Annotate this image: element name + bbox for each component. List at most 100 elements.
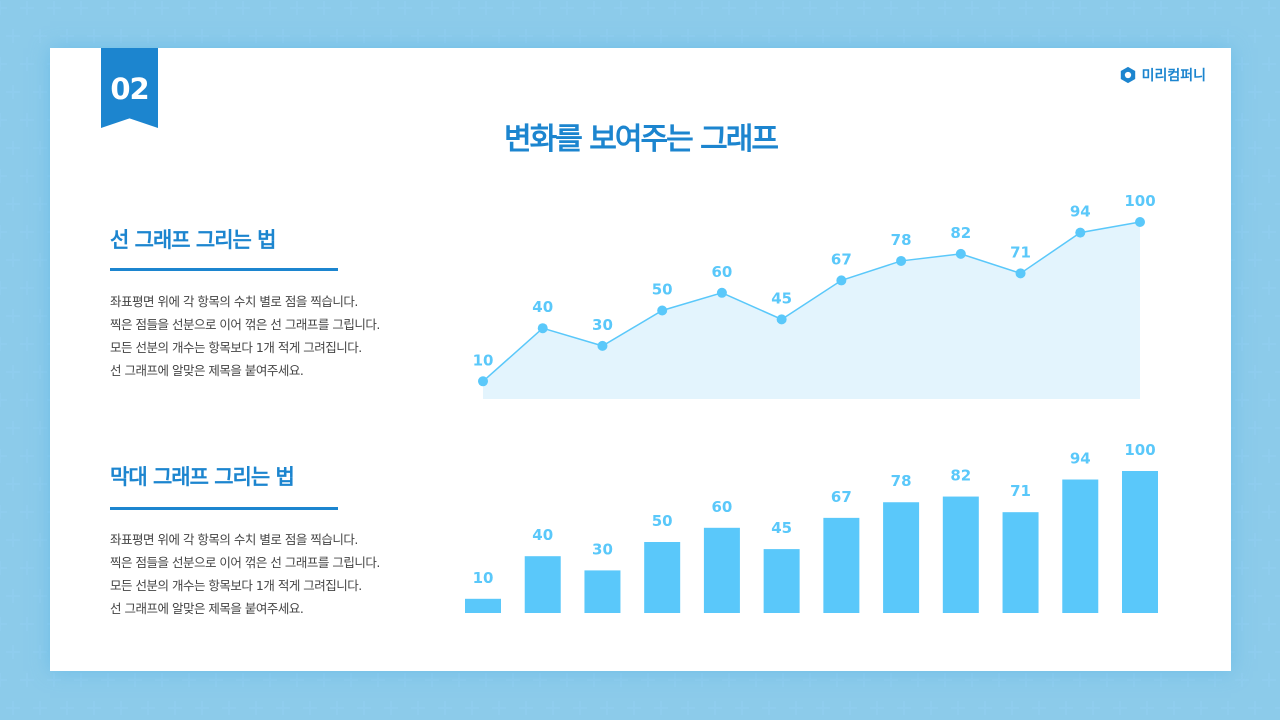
plus-pattern-icon xyxy=(6,141,20,155)
plus-pattern-icon xyxy=(6,589,20,603)
plus-pattern-icon xyxy=(209,1,223,15)
plus-pattern-icon xyxy=(803,673,817,687)
hexagon-logo-icon xyxy=(1120,66,1135,84)
plus-pattern-icon xyxy=(0,281,7,295)
plus-pattern-icon xyxy=(6,85,20,99)
plus-pattern-icon xyxy=(1262,449,1276,463)
plus-pattern-icon xyxy=(263,1,277,15)
plus-pattern-icon xyxy=(1275,427,1280,429)
plus-pattern-icon xyxy=(20,169,34,183)
line-point xyxy=(478,376,488,387)
plus-pattern-icon xyxy=(47,1,61,15)
plus-pattern-icon xyxy=(546,29,560,43)
plus-pattern-icon xyxy=(506,1,520,15)
plus-pattern-icon xyxy=(1262,281,1276,295)
plus-pattern-icon xyxy=(1100,673,1114,687)
plus-pattern-icon xyxy=(6,29,20,43)
plus-pattern-icon xyxy=(1262,1,1276,15)
plus-pattern-icon xyxy=(803,1,817,15)
plus-pattern-icon xyxy=(398,1,412,15)
plus-pattern-icon xyxy=(1248,85,1262,99)
plus-pattern-icon xyxy=(0,113,7,127)
plus-pattern-icon xyxy=(33,309,47,323)
plus-pattern-icon xyxy=(1235,169,1249,183)
plus-pattern-icon xyxy=(776,1,790,15)
plus-pattern-icon xyxy=(276,701,290,715)
plus-pattern-icon xyxy=(749,673,763,687)
bar-data-label: 60 xyxy=(711,498,732,516)
plus-pattern-icon xyxy=(114,29,128,43)
line-data-label: 78 xyxy=(891,231,912,249)
plus-pattern-icon xyxy=(465,701,479,715)
plus-pattern-icon xyxy=(1275,371,1280,373)
plus-pattern-icon xyxy=(1248,197,1262,211)
plus-pattern-icon xyxy=(249,701,263,715)
plus-pattern-icon xyxy=(33,477,47,491)
plus-pattern-icon xyxy=(884,673,898,687)
plus-pattern-icon xyxy=(6,533,20,547)
plus-pattern-icon xyxy=(1194,701,1208,715)
line-section-description: 좌표평면 위에 각 항목의 수치 별로 점을 찍습니다. 찍은 점들을 선분으로… xyxy=(110,290,380,382)
plus-pattern-icon xyxy=(1046,673,1060,687)
plus-pattern-icon xyxy=(924,29,938,43)
plus-pattern-icon xyxy=(60,29,74,43)
plus-pattern-icon xyxy=(1275,651,1280,653)
bar xyxy=(1062,479,1099,613)
plus-pattern-icon xyxy=(965,673,979,687)
plus-pattern-icon xyxy=(1221,701,1235,715)
bar-data-label: 78 xyxy=(891,472,912,490)
plus-pattern-icon xyxy=(236,673,250,687)
line-point xyxy=(716,287,727,298)
plus-pattern-icon xyxy=(965,1,979,15)
plus-pattern-icon xyxy=(222,29,236,43)
bar xyxy=(465,598,501,613)
plus-pattern-icon xyxy=(789,29,803,43)
plus-pattern-icon xyxy=(47,673,61,687)
desc-line: 좌표평면 위에 각 항목의 수치 별로 점을 찍습니다. xyxy=(110,532,358,547)
plus-pattern-icon xyxy=(425,673,439,687)
plus-pattern-icon xyxy=(1235,617,1249,631)
plus-pattern-icon xyxy=(911,1,925,15)
plus-pattern-icon xyxy=(452,673,466,687)
plus-pattern-icon xyxy=(560,1,574,15)
plus-pattern-icon xyxy=(1248,141,1262,155)
plus-pattern-icon xyxy=(6,197,20,211)
plus-pattern-icon xyxy=(1262,57,1276,71)
plus-pattern-icon xyxy=(1262,673,1276,687)
plus-pattern-icon xyxy=(411,29,425,43)
plus-pattern-icon xyxy=(776,673,790,687)
plus-pattern-icon xyxy=(1262,561,1276,575)
plus-pattern-icon xyxy=(1248,253,1262,267)
line-point xyxy=(597,340,608,351)
plus-pattern-icon xyxy=(398,673,412,687)
plus-pattern-icon xyxy=(182,1,196,15)
plus-pattern-icon xyxy=(344,1,358,15)
plus-pattern-icon xyxy=(1248,645,1262,659)
plus-pattern-icon xyxy=(1235,673,1249,687)
plus-pattern-icon xyxy=(600,701,614,715)
plus-pattern-icon xyxy=(222,701,236,715)
plus-pattern-icon xyxy=(20,57,34,71)
plus-pattern-icon xyxy=(384,29,398,43)
company-name: 미리컴퍼니 xyxy=(1141,68,1206,84)
plus-pattern-icon xyxy=(87,701,101,715)
plus-pattern-icon xyxy=(1113,701,1127,715)
plus-pattern-icon xyxy=(20,449,34,463)
line-data-label: 71 xyxy=(1010,243,1031,261)
plus-pattern-icon xyxy=(587,1,601,15)
plus-pattern-icon xyxy=(1154,673,1168,687)
plus-pattern-icon xyxy=(479,1,493,15)
plus-pattern-icon xyxy=(492,701,506,715)
plus-pattern-icon xyxy=(789,701,803,715)
plus-pattern-icon xyxy=(1275,707,1280,709)
plus-pattern-icon xyxy=(87,29,101,43)
plus-pattern-icon xyxy=(1275,203,1280,205)
divider xyxy=(110,268,338,271)
plus-pattern-icon xyxy=(722,1,736,15)
plus-pattern-icon xyxy=(74,1,88,15)
plus-pattern-icon xyxy=(0,393,7,407)
plus-pattern-icon xyxy=(344,673,358,687)
plus-pattern-icon xyxy=(1275,35,1280,37)
plus-pattern-icon xyxy=(992,673,1006,687)
plus-pattern-icon xyxy=(1248,477,1262,491)
